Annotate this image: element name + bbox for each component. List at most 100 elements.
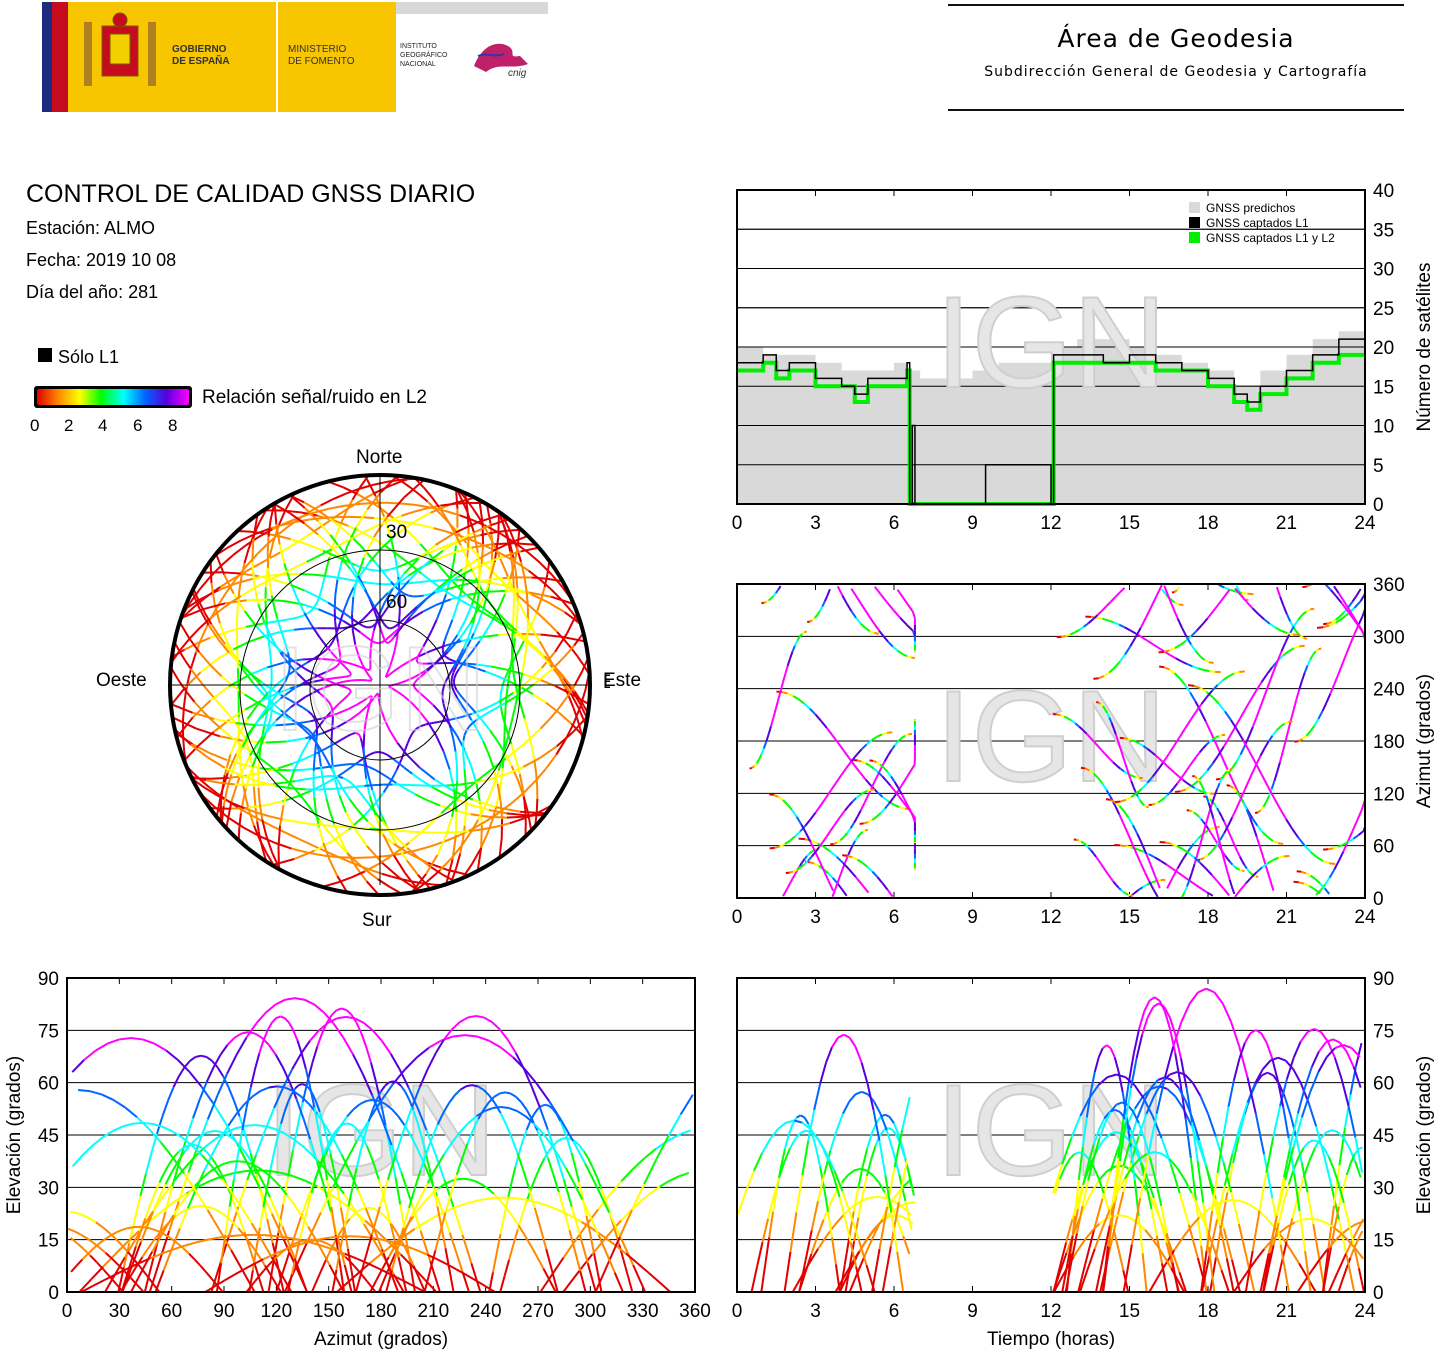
skyplot-track-segment <box>275 524 281 545</box>
skyplot-track-segment <box>251 756 258 768</box>
elevation-azimuth-segment <box>385 1270 393 1293</box>
azimuth-track-segment <box>1163 585 1170 598</box>
elevation-azimuth-segment <box>269 1152 275 1170</box>
skyplot-track-segment <box>448 666 455 676</box>
elevation-azimuth-segment <box>304 998 315 1006</box>
elevation-azimuth-segment <box>352 1103 361 1111</box>
elevation-azimuth-segment <box>287 1093 293 1103</box>
elevation-azimuth-segment <box>384 1081 390 1087</box>
skyplot-track-segment <box>316 743 320 751</box>
skyplot-track-segment <box>455 668 460 675</box>
skyplot-track-segment <box>351 663 360 668</box>
skyplot-track-segment <box>413 507 427 513</box>
skyplot-track-segment <box>496 740 506 754</box>
azimuth-track-segment <box>1163 794 1169 799</box>
elevation-azimuth-segment <box>399 1204 407 1234</box>
skyplot-track-segment <box>336 641 341 650</box>
elevation-azimuth-segment <box>91 1136 104 1147</box>
elevation-azimuth-segment <box>436 1258 448 1266</box>
elevation-azimuth-segment <box>186 1185 196 1196</box>
elevation-azimuth-segment <box>678 1171 690 1178</box>
skyplot-track-segment <box>366 491 382 511</box>
skyplot-track-segment <box>445 655 450 660</box>
elevation-time-segment <box>856 1255 866 1274</box>
elevation-azimuth-segment <box>371 1099 378 1110</box>
snr-tick-6: 6 <box>133 416 143 435</box>
skyplot-track-segment <box>340 538 351 546</box>
azimuth-track-segment <box>1128 774 1133 782</box>
azimuth-track-segment <box>1255 681 1263 692</box>
elevation-time-segment <box>848 1093 857 1103</box>
x-tick-label: 9 <box>967 907 978 928</box>
skyplot-track-segment <box>331 787 344 790</box>
elevation-azimuth-segment <box>345 1009 353 1016</box>
elevation-azimuth-segment <box>434 1154 446 1181</box>
skyplot-track-segment <box>451 798 457 817</box>
elevation-time-segment <box>1102 1192 1110 1211</box>
instituto-band <box>396 2 548 14</box>
azimuth-track-segment <box>1234 587 1242 596</box>
skyplot-track-segment <box>389 630 397 637</box>
elevation-azimuth-segment <box>520 1101 528 1111</box>
skyplot-track-segment <box>503 752 513 767</box>
azimuth-track-segment <box>760 748 765 755</box>
elevation-time-segment <box>1131 1158 1141 1168</box>
elevation-time-segment <box>1259 1253 1270 1293</box>
azimuth-track-segment <box>1326 621 1332 625</box>
elevation-azimuth-segment <box>378 1179 389 1207</box>
skyplot-track-segment <box>329 534 342 550</box>
azimuth-track-segment <box>1198 747 1204 754</box>
elevation-azimuth-segment <box>158 1172 166 1184</box>
azimuth-track-segment <box>1291 828 1300 839</box>
elevation-time-segment <box>1085 1229 1094 1239</box>
elevation-time-segment <box>813 1083 822 1111</box>
skyplot-track-segment <box>364 798 371 807</box>
skyplot-track-segment <box>411 772 422 781</box>
skyplot-track-segment <box>232 640 251 651</box>
elevation-azimuth-segment <box>272 1178 281 1187</box>
skyplot-track-segment <box>378 519 391 526</box>
azimuth-track-segment <box>1089 737 1095 743</box>
elevation-azimuth-segment <box>304 1068 312 1088</box>
skyplot-track-segment <box>418 766 436 781</box>
elevation-time-segment <box>1282 1106 1290 1139</box>
azimuth-track-segment <box>1209 832 1215 838</box>
skyplot-track-segment <box>324 827 334 837</box>
skyplot-track-segment <box>454 781 459 799</box>
azimuth-track-segment <box>1288 625 1295 635</box>
azimuth-track-segment <box>818 606 824 612</box>
elevation-time-segment <box>1092 1138 1101 1159</box>
skyplot-track-segment <box>539 578 552 590</box>
elevation-azimuth-segment <box>323 1241 329 1246</box>
elevation-time-tracks <box>736 987 1365 1293</box>
azimuth-track-segment <box>796 636 801 642</box>
skyplot-track-segment <box>307 851 324 857</box>
elevation-time-segment <box>807 1109 816 1141</box>
skyplot-track-segment <box>258 747 262 760</box>
skyplot-track-segment <box>312 775 321 780</box>
elevation-time-segment <box>1220 1192 1229 1225</box>
azimuth-track-segment <box>807 855 813 862</box>
elevation-azimuth-segment <box>179 1209 186 1215</box>
skyplot-track-segment <box>403 695 412 704</box>
elevation-time-segment <box>1101 1209 1111 1229</box>
azimuth-track-segment <box>1297 614 1303 621</box>
elevation-azimuth-segment <box>538 1106 549 1131</box>
azimuth-track-segment <box>1191 810 1195 814</box>
elevation-time-segment <box>900 1145 907 1160</box>
skyplot-track-segment <box>313 507 329 514</box>
azimuth-track-segment <box>1061 634 1067 638</box>
skyplot-track-segment <box>279 569 290 576</box>
skyplot-track-segment <box>230 777 241 803</box>
azimuth-track-segment <box>892 645 899 652</box>
elevation-azimuth-segment <box>386 1153 397 1181</box>
azimuth-track-segment <box>873 774 879 783</box>
elevation-azimuth-segment <box>340 1252 347 1258</box>
azimuth-track-segment <box>1200 696 1208 705</box>
azimuth-track-segment <box>872 759 878 764</box>
elevation-time-segment <box>1178 1271 1188 1293</box>
skyplot-track-segment <box>322 549 333 556</box>
azimuth-track-segment <box>1335 615 1341 621</box>
azimuth-track-segment <box>1309 725 1316 732</box>
elevation-time-segment <box>1129 1129 1137 1145</box>
